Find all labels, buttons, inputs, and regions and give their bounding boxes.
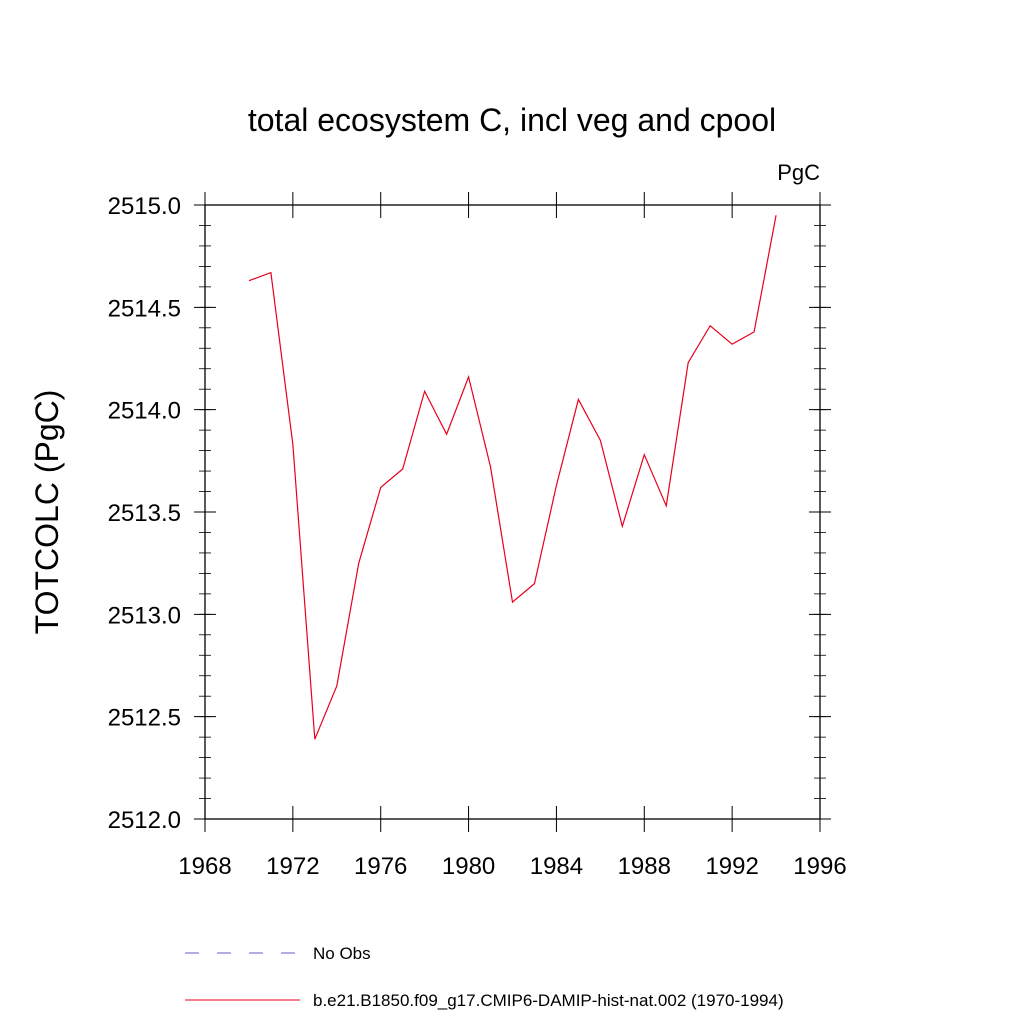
data-point <box>753 331 755 333</box>
y-tick-labels: 2512.0 2512.5 2513.0 2513.5 2514.0 2514.5 2515… <box>108 193 181 834</box>
axis-ticks <box>194 192 831 832</box>
x-tick-label: 1996 <box>793 853 846 880</box>
y-tick-label: 2512.0 <box>108 807 181 834</box>
y-tick-label: 2515.0 <box>108 193 181 220</box>
data-point <box>599 439 601 441</box>
data-point <box>446 433 448 435</box>
y-tick-label: 2513.5 <box>108 500 181 527</box>
y-tick-label: 2514.5 <box>108 295 181 322</box>
data-point <box>248 280 250 282</box>
data-point <box>555 484 557 486</box>
y-tick-label: 2513.0 <box>108 602 181 629</box>
data-point <box>380 486 382 488</box>
x-tick-label: 1984 <box>530 853 583 880</box>
data-point <box>709 325 711 327</box>
y-tick-label: 2514.0 <box>108 398 181 425</box>
data-point <box>402 468 404 470</box>
x-tick-label: 1992 <box>705 853 758 880</box>
units-label: PgC <box>777 160 820 185</box>
x-tick-label: 1988 <box>618 853 671 880</box>
data-point <box>621 525 623 527</box>
x-tick-label: 1968 <box>178 853 231 880</box>
data-point <box>577 398 579 400</box>
data-point <box>512 601 514 603</box>
data-point <box>731 343 733 345</box>
data-point <box>687 362 689 364</box>
x-tick-label: 1980 <box>442 853 495 880</box>
x-tick-label: 1976 <box>354 853 407 880</box>
data-point <box>424 390 426 392</box>
data-point <box>292 443 294 445</box>
data-point <box>358 562 360 564</box>
data-point <box>533 583 535 585</box>
data-point <box>468 376 470 378</box>
data-point <box>336 685 338 687</box>
legend: No Obs b.e21.B1850.f09_g17.CMIP6-DAMIP-h… <box>185 944 784 1010</box>
y-axis-label: TOTCOLC (PgC) <box>29 390 65 635</box>
data-point <box>490 466 492 468</box>
data-point <box>270 272 272 274</box>
data-point <box>775 214 777 216</box>
series-points <box>248 214 777 740</box>
chart-title: total ecosystem C, incl veg and cpool <box>248 102 776 138</box>
data-point <box>643 454 645 456</box>
legend-label-model-run: b.e21.B1850.f09_g17.CMIP6-DAMIP-hist-nat… <box>313 991 784 1010</box>
x-tick-label: 1972 <box>266 853 319 880</box>
series-line <box>248 215 777 740</box>
plot-frame <box>204 204 821 820</box>
data-point <box>314 738 316 740</box>
legend-label-no-obs: No Obs <box>313 944 371 963</box>
data-point <box>665 505 667 507</box>
x-tick-labels: 1968 1972 1976 1980 1984 1988 1992 1996 <box>178 853 846 880</box>
y-tick-label: 2512.5 <box>108 705 181 732</box>
